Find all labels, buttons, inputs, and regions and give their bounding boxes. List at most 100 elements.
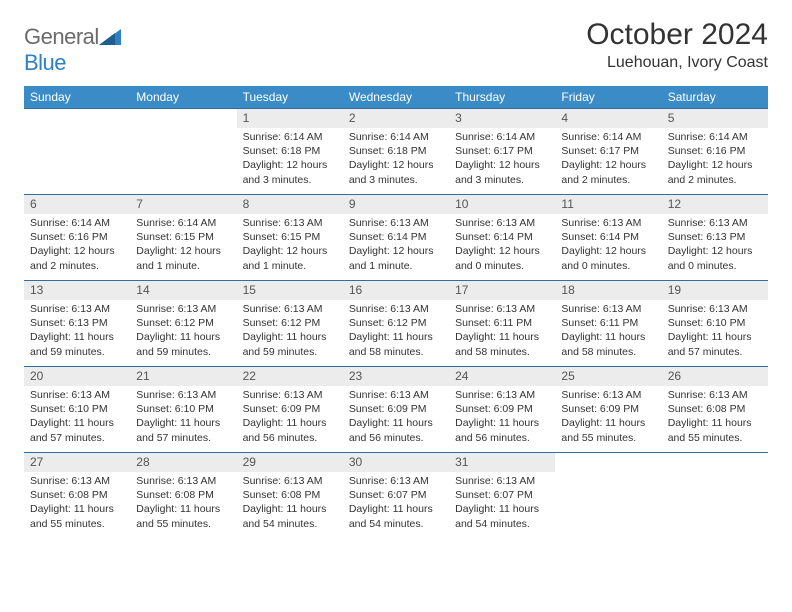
sunset-text: Sunset: 6:11 PM — [455, 316, 549, 330]
daylight-text: Daylight: 11 hours and 55 minutes. — [561, 416, 655, 444]
location: Luehouan, Ivory Coast — [586, 54, 768, 72]
day-details: Sunrise: 6:14 AMSunset: 6:15 PMDaylight:… — [130, 214, 236, 277]
calendar-day-cell — [555, 453, 661, 539]
month-title: October 2024 — [586, 18, 768, 52]
day-details: Sunrise: 6:13 AMSunset: 6:12 PMDaylight:… — [343, 300, 449, 363]
day-number: 13 — [24, 281, 130, 300]
day-number: 30 — [343, 453, 449, 472]
day-details: Sunrise: 6:13 AMSunset: 6:11 PMDaylight:… — [555, 300, 661, 363]
sunset-text: Sunset: 6:12 PM — [349, 316, 443, 330]
day-details: Sunrise: 6:13 AMSunset: 6:12 PMDaylight:… — [237, 300, 343, 363]
day-details: Sunrise: 6:14 AMSunset: 6:18 PMDaylight:… — [237, 128, 343, 191]
sunset-text: Sunset: 6:10 PM — [30, 402, 124, 416]
day-number: 4 — [555, 109, 661, 128]
day-number: 21 — [130, 367, 236, 386]
daylight-text: Daylight: 12 hours and 3 minutes. — [455, 158, 549, 186]
sunrise-text: Sunrise: 6:14 AM — [243, 130, 337, 144]
day-details: Sunrise: 6:13 AMSunset: 6:14 PMDaylight:… — [449, 214, 555, 277]
daylight-text: Daylight: 11 hours and 59 minutes. — [136, 330, 230, 358]
day-number: 2 — [343, 109, 449, 128]
daylight-text: Daylight: 12 hours and 3 minutes. — [243, 158, 337, 186]
daylight-text: Daylight: 11 hours and 56 minutes. — [455, 416, 549, 444]
calendar-day-cell: 26Sunrise: 6:13 AMSunset: 6:08 PMDayligh… — [662, 367, 768, 453]
daylight-text: Daylight: 11 hours and 58 minutes. — [349, 330, 443, 358]
daylight-text: Daylight: 11 hours and 56 minutes. — [243, 416, 337, 444]
daylight-text: Daylight: 11 hours and 54 minutes. — [243, 502, 337, 530]
weekday-header: Friday — [555, 86, 661, 109]
calendar-day-cell: 3Sunrise: 6:14 AMSunset: 6:17 PMDaylight… — [449, 109, 555, 195]
sunrise-text: Sunrise: 6:13 AM — [349, 388, 443, 402]
daylight-text: Daylight: 12 hours and 3 minutes. — [349, 158, 443, 186]
weekday-header-row: SundayMondayTuesdayWednesdayThursdayFrid… — [24, 86, 768, 109]
day-details: Sunrise: 6:13 AMSunset: 6:11 PMDaylight:… — [449, 300, 555, 363]
day-details: Sunrise: 6:14 AMSunset: 6:17 PMDaylight:… — [555, 128, 661, 191]
calendar-table: SundayMondayTuesdayWednesdayThursdayFrid… — [24, 86, 768, 539]
sunset-text: Sunset: 6:14 PM — [561, 230, 655, 244]
sunrise-text: Sunrise: 6:14 AM — [349, 130, 443, 144]
calendar-day-cell: 14Sunrise: 6:13 AMSunset: 6:12 PMDayligh… — [130, 281, 236, 367]
day-number: 10 — [449, 195, 555, 214]
day-number: 16 — [343, 281, 449, 300]
calendar-day-cell: 24Sunrise: 6:13 AMSunset: 6:09 PMDayligh… — [449, 367, 555, 453]
sunset-text: Sunset: 6:13 PM — [30, 316, 124, 330]
sunset-text: Sunset: 6:16 PM — [30, 230, 124, 244]
day-details: Sunrise: 6:13 AMSunset: 6:08 PMDaylight:… — [24, 472, 130, 535]
sunrise-text: Sunrise: 6:14 AM — [561, 130, 655, 144]
weekday-header: Sunday — [24, 86, 130, 109]
sunset-text: Sunset: 6:15 PM — [136, 230, 230, 244]
day-number: 15 — [237, 281, 343, 300]
sunset-text: Sunset: 6:18 PM — [243, 144, 337, 158]
sunrise-text: Sunrise: 6:13 AM — [455, 302, 549, 316]
calendar-day-cell: 28Sunrise: 6:13 AMSunset: 6:08 PMDayligh… — [130, 453, 236, 539]
calendar-day-cell: 15Sunrise: 6:13 AMSunset: 6:12 PMDayligh… — [237, 281, 343, 367]
day-details: Sunrise: 6:13 AMSunset: 6:09 PMDaylight:… — [343, 386, 449, 449]
daylight-text: Daylight: 11 hours and 54 minutes. — [455, 502, 549, 530]
sunset-text: Sunset: 6:07 PM — [455, 488, 549, 502]
daylight-text: Daylight: 11 hours and 57 minutes. — [668, 330, 762, 358]
calendar-day-cell: 1Sunrise: 6:14 AMSunset: 6:18 PMDaylight… — [237, 109, 343, 195]
day-details: Sunrise: 6:13 AMSunset: 6:09 PMDaylight:… — [237, 386, 343, 449]
sunrise-text: Sunrise: 6:13 AM — [455, 388, 549, 402]
day-number: 18 — [555, 281, 661, 300]
day-number: 20 — [24, 367, 130, 386]
day-number: 29 — [237, 453, 343, 472]
day-number: 26 — [662, 367, 768, 386]
sunset-text: Sunset: 6:18 PM — [349, 144, 443, 158]
weekday-header: Saturday — [662, 86, 768, 109]
day-number: 22 — [237, 367, 343, 386]
day-details: Sunrise: 6:13 AMSunset: 6:09 PMDaylight:… — [449, 386, 555, 449]
sunrise-text: Sunrise: 6:13 AM — [455, 474, 549, 488]
calendar-day-cell — [130, 109, 236, 195]
weekday-header: Monday — [130, 86, 236, 109]
calendar-day-cell: 22Sunrise: 6:13 AMSunset: 6:09 PMDayligh… — [237, 367, 343, 453]
sunset-text: Sunset: 6:08 PM — [243, 488, 337, 502]
sunrise-text: Sunrise: 6:13 AM — [349, 216, 443, 230]
sunrise-text: Sunrise: 6:13 AM — [136, 388, 230, 402]
calendar-day-cell: 6Sunrise: 6:14 AMSunset: 6:16 PMDaylight… — [24, 195, 130, 281]
day-number: 3 — [449, 109, 555, 128]
daylight-text: Daylight: 12 hours and 0 minutes. — [561, 244, 655, 272]
calendar-day-cell: 31Sunrise: 6:13 AMSunset: 6:07 PMDayligh… — [449, 453, 555, 539]
day-details: Sunrise: 6:14 AMSunset: 6:17 PMDaylight:… — [449, 128, 555, 191]
calendar-day-cell: 12Sunrise: 6:13 AMSunset: 6:13 PMDayligh… — [662, 195, 768, 281]
sunset-text: Sunset: 6:09 PM — [243, 402, 337, 416]
calendar-day-cell — [24, 109, 130, 195]
day-details: Sunrise: 6:13 AMSunset: 6:13 PMDaylight:… — [24, 300, 130, 363]
sunrise-text: Sunrise: 6:13 AM — [668, 302, 762, 316]
sunrise-text: Sunrise: 6:14 AM — [455, 130, 549, 144]
day-number: 23 — [343, 367, 449, 386]
sunset-text: Sunset: 6:08 PM — [136, 488, 230, 502]
sunrise-text: Sunrise: 6:13 AM — [136, 302, 230, 316]
daylight-text: Daylight: 12 hours and 2 minutes. — [561, 158, 655, 186]
day-details: Sunrise: 6:14 AMSunset: 6:16 PMDaylight:… — [24, 214, 130, 277]
sunset-text: Sunset: 6:09 PM — [349, 402, 443, 416]
calendar-day-cell: 2 Sunrise: 6:14 AMSunset: 6:18 PMDaylight… — [343, 109, 449, 195]
day-number: 25 — [555, 367, 661, 386]
calendar-day-cell: 8Sunrise: 6:13 AMSunset: 6:15 PMDaylight… — [237, 195, 343, 281]
logo: General Blue — [24, 24, 125, 76]
calendar-week-row: 1Sunrise: 6:14 AMSunset: 6:18 PMDaylight… — [24, 109, 768, 195]
day-number: 5 — [662, 109, 768, 128]
day-number: 14 — [130, 281, 236, 300]
sunrise-text: Sunrise: 6:13 AM — [561, 302, 655, 316]
calendar-day-cell: 5Sunrise: 6:14 AMSunset: 6:16 PMDaylight… — [662, 109, 768, 195]
